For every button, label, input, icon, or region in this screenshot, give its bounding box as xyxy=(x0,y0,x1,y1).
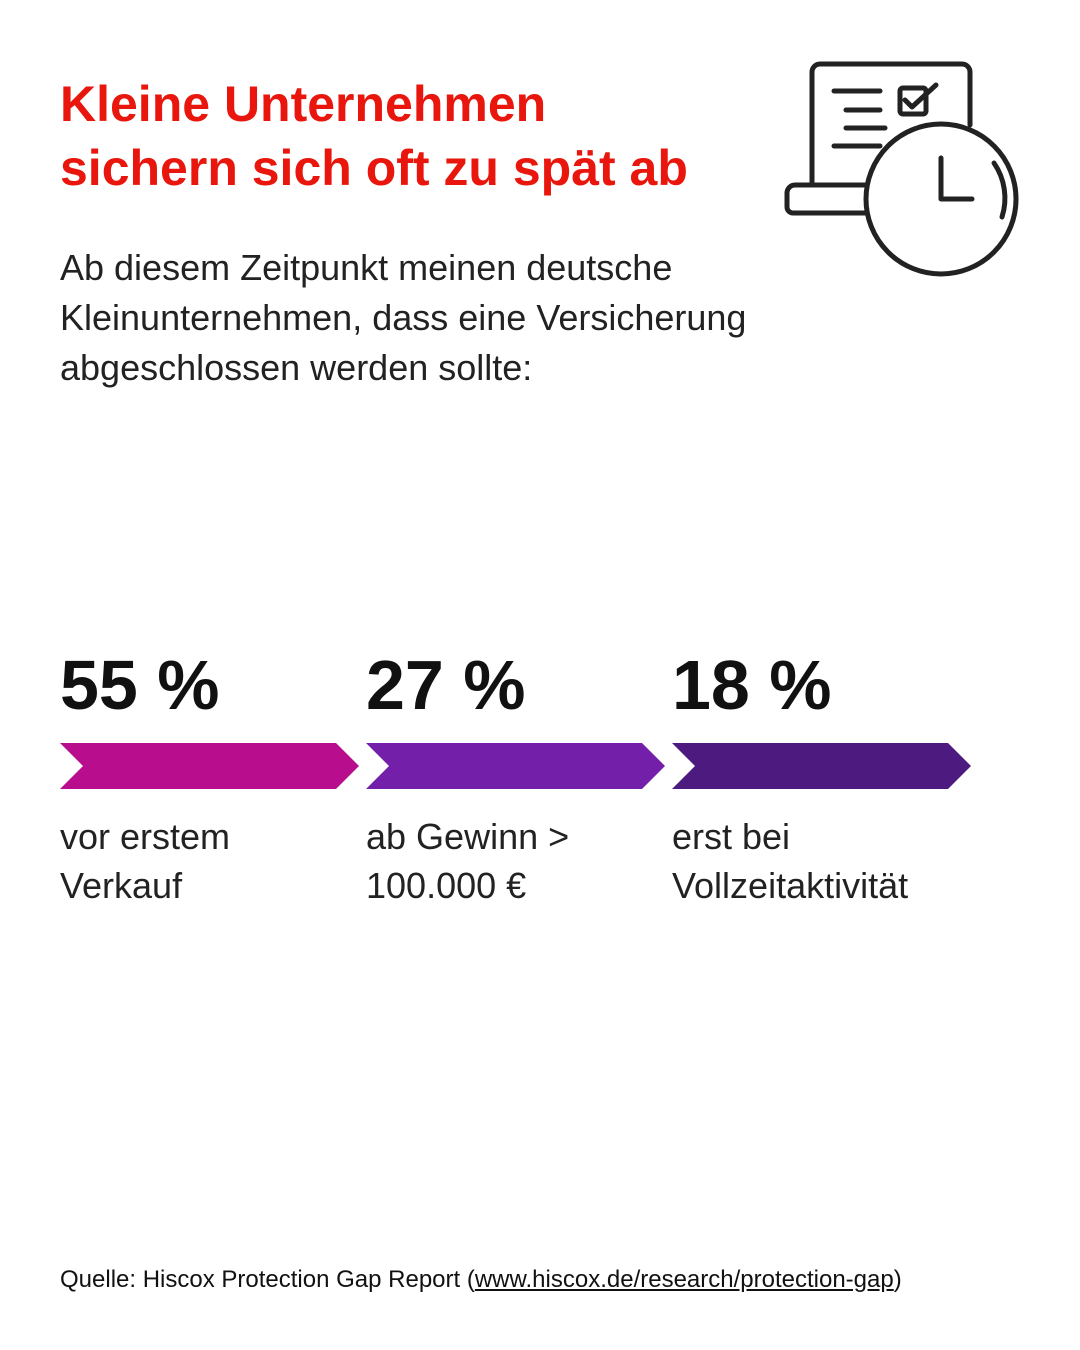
arrow-shape xyxy=(366,743,665,789)
subtitle-line: Ab diesem Zeitpunkt meinen deutsche xyxy=(60,247,673,288)
step-label: vor erstem Verkauf xyxy=(60,812,230,910)
arrow xyxy=(366,743,665,789)
percent: 18 % xyxy=(672,646,832,724)
subtitle-line: Kleinunternehmen, dass eine Versicherung xyxy=(60,297,747,338)
source: Quelle: Hiscox Protection Gap Report (ww… xyxy=(60,1264,902,1296)
step-label-line: erst bei xyxy=(672,816,791,857)
step-label: ab Gewinn > 100.000 € xyxy=(366,812,569,910)
source-text: Quelle: Hiscox Protection Gap Report ( xyxy=(60,1266,475,1293)
title-line: sichern sich oft zu spät ab xyxy=(60,140,688,196)
title-line: Kleine Unternehmen xyxy=(60,76,547,132)
source-link[interactable]: www.hiscox.de/research/protection-gap xyxy=(474,1266,894,1293)
step-label-line: Verkauf xyxy=(60,865,183,906)
title: Kleine Unternehmen sichern sich oft zu s… xyxy=(60,72,688,200)
source-text: ) xyxy=(893,1266,902,1293)
subtitle-line: abgeschlossen werden sollte: xyxy=(60,347,533,388)
step-label-line: vor erstem xyxy=(60,816,231,857)
icon xyxy=(784,61,1019,277)
step-label-line: ab Gewinn > xyxy=(366,816,570,857)
step-label: erst bei Vollzeitaktivität xyxy=(672,812,908,910)
arrow xyxy=(60,743,359,789)
percent: 27 % xyxy=(366,646,526,724)
subtitle: Ab diesem Zeitpunkt meinen deutsche Klei… xyxy=(60,243,746,393)
step-label-line: Vollzeitaktivität xyxy=(672,865,909,906)
step-label-line: 100.000 € xyxy=(366,865,527,906)
percent: 55 % xyxy=(60,646,220,724)
arrow xyxy=(672,743,971,789)
arrow-shape xyxy=(60,743,359,789)
arrow-shape xyxy=(672,743,971,789)
